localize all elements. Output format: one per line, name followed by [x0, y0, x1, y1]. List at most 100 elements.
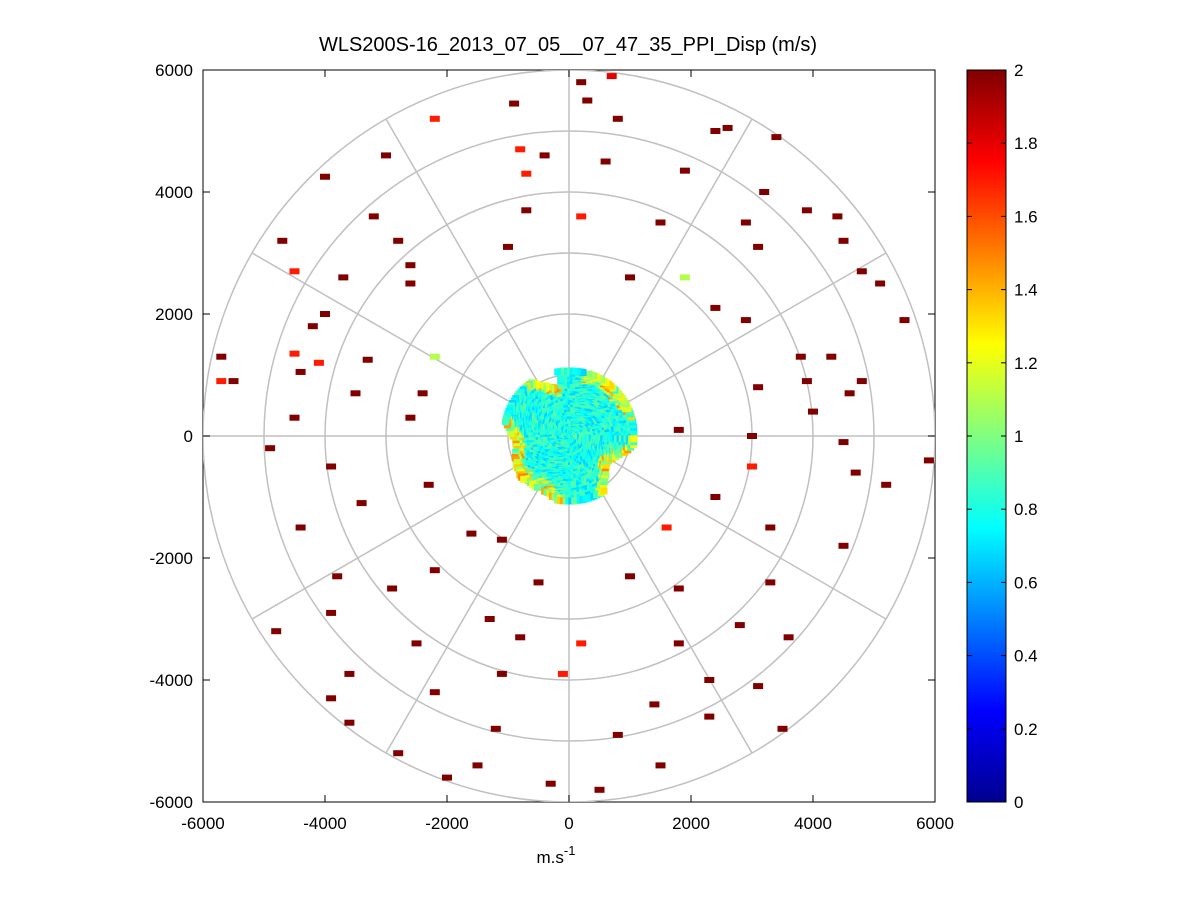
data-point	[838, 542, 849, 549]
data-point	[228, 378, 239, 385]
data-point	[740, 317, 751, 324]
data-point	[381, 152, 391, 159]
data-point	[326, 463, 337, 470]
data-point	[856, 378, 867, 385]
data-point	[216, 378, 227, 385]
data-point	[429, 115, 440, 122]
data-point	[387, 585, 398, 592]
data-point	[795, 353, 806, 360]
inner-cell	[502, 418, 510, 426]
data-point	[277, 237, 288, 244]
data-point	[856, 268, 867, 275]
data-point	[289, 414, 300, 421]
data-point	[612, 731, 623, 738]
colorbar-tick-label: 1.4	[1014, 281, 1038, 300]
data-point	[838, 237, 849, 244]
data-point	[808, 408, 818, 415]
data-point	[710, 304, 721, 311]
y-tick-label: -6000	[150, 793, 193, 812]
inner-cell	[507, 429, 515, 437]
data-point	[734, 622, 745, 629]
data-point	[704, 677, 715, 683]
data-point	[753, 683, 764, 690]
x-axis: -6000 -4000 -2000 0 2000 4000 6000	[181, 70, 954, 833]
data-point	[576, 213, 587, 220]
data-point	[673, 585, 684, 592]
data-point	[881, 481, 892, 488]
data-point	[515, 634, 526, 641]
data-point	[344, 670, 355, 677]
data-point	[801, 378, 812, 385]
data-point	[655, 762, 666, 769]
data-point	[509, 100, 520, 107]
data-point	[326, 609, 337, 616]
data-point	[875, 280, 886, 287]
data-point	[747, 433, 757, 439]
x-tick-label: 2000	[672, 814, 710, 833]
data-point	[295, 524, 306, 531]
x-tick-label: -4000	[303, 814, 346, 833]
colorbar-tick-label: 0.2	[1014, 720, 1038, 739]
data-point	[740, 219, 751, 226]
x-tick-label: 0	[564, 814, 573, 833]
data-point	[320, 311, 330, 317]
x-tick-label: 6000	[916, 814, 954, 833]
data-point	[289, 268, 300, 275]
data-point	[673, 640, 684, 647]
y-tick-label: 6000	[155, 61, 193, 80]
inner-cell	[602, 464, 610, 472]
data-point	[576, 79, 587, 86]
y-tick-label: -4000	[150, 671, 193, 690]
y-tick-label: 4000	[155, 183, 193, 202]
colorbar	[966, 69, 1007, 803]
data-point	[362, 356, 373, 363]
data-point	[368, 213, 379, 220]
inner-cell	[630, 435, 638, 443]
data-points	[216, 73, 934, 793]
data-point	[625, 573, 635, 580]
data-point	[326, 695, 337, 702]
data-point	[490, 725, 501, 732]
data-point	[429, 689, 440, 696]
data-point	[350, 390, 361, 397]
colorbar-tick-label: 0.8	[1014, 500, 1038, 519]
data-point	[521, 207, 532, 214]
inner-cell	[520, 475, 528, 483]
data-point	[649, 701, 660, 708]
data-point	[710, 128, 721, 134]
data-point	[753, 243, 764, 250]
data-point	[344, 719, 355, 726]
data-point	[332, 573, 343, 580]
data-point	[539, 152, 550, 159]
data-point	[313, 359, 324, 366]
data-point	[838, 439, 849, 446]
inner-cell	[602, 471, 610, 479]
data-point	[655, 219, 666, 226]
data-point	[844, 390, 855, 397]
inner-cell	[554, 368, 562, 376]
data-point	[320, 173, 330, 180]
colorbar-tick-label: 1	[1014, 427, 1023, 446]
y-tick-label: -2000	[150, 549, 193, 568]
data-point	[216, 353, 227, 360]
chart-title: WLS200S-16_2013_07_05__07_47_35_PPI_Disp…	[319, 34, 817, 56]
x-tick-label: 4000	[794, 814, 832, 833]
data-point	[600, 158, 611, 165]
data-point	[777, 725, 788, 732]
data-point	[429, 567, 440, 574]
data-point	[594, 786, 605, 793]
data-point	[710, 494, 721, 500]
data-point	[582, 97, 593, 104]
data-point	[753, 384, 764, 391]
data-point	[704, 713, 715, 720]
data-point	[271, 628, 282, 635]
colorbar-tick-label: 0.4	[1014, 647, 1038, 666]
data-point	[545, 780, 556, 787]
data-point	[393, 750, 404, 757]
data-point	[429, 353, 440, 360]
data-point	[606, 73, 617, 80]
data-point	[771, 134, 782, 141]
y-tick-label: 0	[184, 427, 193, 446]
data-point	[801, 207, 812, 214]
